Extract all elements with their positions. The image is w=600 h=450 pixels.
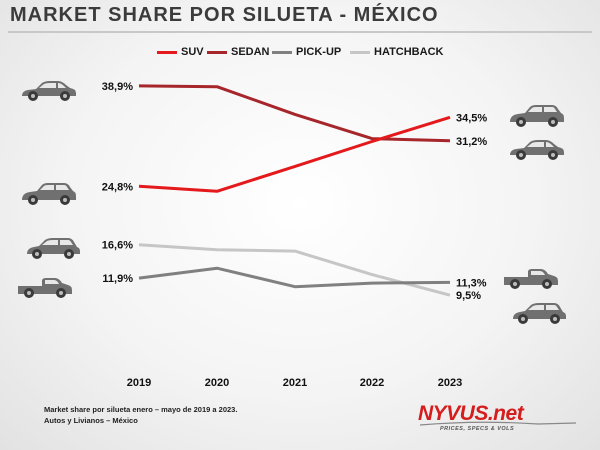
hatchback-car-icon-left: [27, 238, 80, 259]
pickup-truck-icon-left: [18, 278, 72, 298]
x-tick-label-2019: 2019: [127, 377, 151, 389]
series-line-sedan: [138, 84, 451, 143]
x-tick-label-2022: 2022: [360, 377, 384, 389]
legend-swatch-suv: [157, 50, 177, 54]
series-line-suv: [138, 115, 451, 193]
start-label-hatchback: 16,6%: [102, 240, 133, 252]
legend-item-suv: SUV: [157, 45, 204, 59]
brand-tagline: PRICES, SPECS & VOLS: [440, 426, 515, 432]
legend-swatch-hatchback: [350, 50, 370, 54]
x-tick-label-2020: 2020: [205, 377, 229, 389]
sedan-car-icon-left: [22, 81, 76, 101]
footnote-line-2: Autos y Livianos – México: [44, 416, 138, 425]
legend-label-suv: SUV: [181, 46, 204, 58]
series-line-pick-up: [138, 266, 451, 289]
chart-legend: SUV SEDAN PICK-UP HATCHBACK: [0, 45, 600, 61]
footnote: Market share por silueta enero – mayo de…: [44, 404, 237, 426]
hatchback-car-icon-right: [513, 303, 566, 324]
brand-logo: NYVUS.net PRICES, SPECS & VOLS: [418, 402, 578, 438]
sedan-car-icon-right: [510, 140, 564, 160]
end-label-pick-up: 11,3%: [456, 277, 487, 289]
legend-swatch-sedan: [207, 50, 227, 54]
legend-label-pickup: PICK-UP: [296, 46, 342, 58]
start-label-pick-up: 11,9%: [102, 273, 133, 285]
legend-item-pickup: PICK-UP: [272, 45, 341, 59]
legend-item-hatchback: HATCHBACK: [350, 45, 443, 59]
suv-car-icon-right: [510, 105, 564, 127]
end-label-sedan: 31,2%: [456, 136, 487, 148]
start-label-suv: 24,8%: [102, 181, 133, 193]
footnote-line-1: Market share por silueta enero – mayo de…: [44, 405, 238, 414]
brand-swoosh-icon: [419, 421, 577, 426]
legend-item-sedan: SEDAN: [207, 45, 270, 59]
page-title: MARKET SHARE POR SILUETA - MÉXICO: [10, 4, 439, 26]
legend-label-sedan: SEDAN: [231, 46, 270, 58]
title-underline: [8, 31, 592, 33]
suv-car-icon-left: [22, 183, 76, 205]
legend-label-hatchback: HATCHBACK: [374, 46, 444, 58]
end-label-suv: 34,5%: [456, 112, 487, 124]
legend-swatch-pickup: [272, 50, 292, 54]
brand-name: NYVUS.net: [418, 402, 524, 425]
start-label-sedan: 38,9%: [102, 81, 133, 93]
end-label-hatchback: 9,5%: [456, 290, 481, 302]
pickup-truck-icon-right: [504, 269, 558, 289]
x-tick-label-2023: 2023: [438, 377, 462, 389]
x-tick-label-2021: 2021: [283, 377, 307, 389]
